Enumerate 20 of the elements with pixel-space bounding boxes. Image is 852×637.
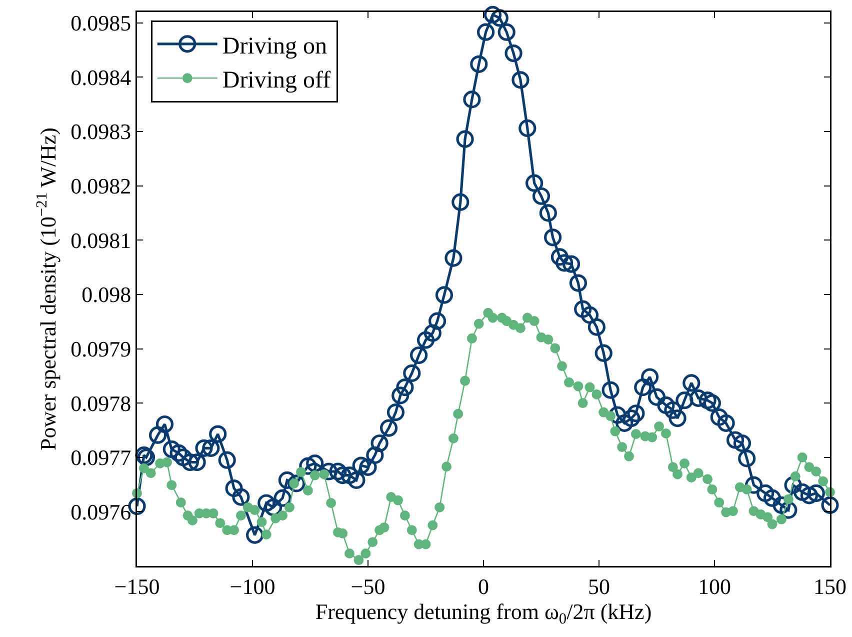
x-tick-label: −50 bbox=[350, 574, 386, 599]
legend-label: Driving off bbox=[222, 67, 331, 94]
x-tick-label: 50 bbox=[588, 574, 610, 599]
y-tick-label: 0.0982 bbox=[70, 174, 132, 198]
y-tick-label: 0.0976 bbox=[70, 499, 132, 524]
x-tick-label: 100 bbox=[698, 574, 731, 599]
x-tick-label: 150 bbox=[814, 574, 846, 599]
y-tick-label: 0.0985 bbox=[70, 10, 132, 36]
x-tick-label: −100 bbox=[230, 574, 276, 599]
y-tick-label: 0.0984 bbox=[70, 64, 132, 90]
y-tick-label: 0.0977 bbox=[70, 445, 132, 470]
y-tick-label: 0.0979 bbox=[70, 336, 132, 362]
legend-label: Driving on bbox=[222, 33, 328, 60]
y-tick-label: 0.0981 bbox=[70, 228, 132, 253]
y-tick-label: 0.098 bbox=[82, 282, 132, 308]
y-tick-label: 0.0978 bbox=[70, 390, 132, 416]
x-axis-title: Frequency detuning from ω$_{0}$/2π (kHz) bbox=[315, 598, 652, 628]
x-tick-label: −150 bbox=[114, 574, 160, 599]
y-tick-label: 0.0983 bbox=[70, 119, 132, 144]
x-tick-label: 0 bbox=[478, 574, 489, 599]
